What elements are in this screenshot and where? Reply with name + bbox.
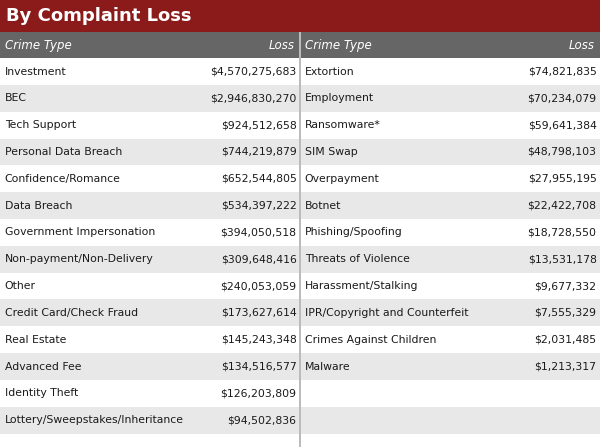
FancyBboxPatch shape (299, 32, 301, 447)
Text: $126,203,809: $126,203,809 (221, 388, 296, 398)
Text: IPR/Copyright and Counterfeit: IPR/Copyright and Counterfeit (305, 308, 469, 318)
Text: Government Impersonation: Government Impersonation (5, 228, 155, 237)
Text: Employment: Employment (305, 93, 374, 103)
FancyBboxPatch shape (300, 112, 600, 139)
Text: Ransomware*: Ransomware* (305, 120, 380, 130)
Text: Data Breach: Data Breach (5, 201, 72, 211)
FancyBboxPatch shape (0, 273, 300, 299)
Text: Non-payment/Non-Delivery: Non-payment/Non-Delivery (5, 254, 154, 264)
FancyBboxPatch shape (0, 85, 300, 112)
FancyBboxPatch shape (300, 273, 600, 299)
FancyBboxPatch shape (0, 246, 300, 273)
Text: $27,955,195: $27,955,195 (528, 174, 596, 184)
Text: Advanced Fee: Advanced Fee (5, 362, 82, 371)
Text: Botnet: Botnet (305, 201, 341, 211)
Text: By Complaint Loss: By Complaint Loss (6, 7, 191, 25)
Text: Other: Other (5, 281, 36, 291)
FancyBboxPatch shape (300, 246, 600, 273)
Text: $2,946,830,270: $2,946,830,270 (210, 93, 296, 103)
FancyBboxPatch shape (0, 0, 600, 32)
Text: $13,531,178: $13,531,178 (528, 254, 596, 264)
FancyBboxPatch shape (300, 326, 600, 353)
Text: $134,516,577: $134,516,577 (221, 362, 296, 371)
Text: Harassment/Stalking: Harassment/Stalking (305, 281, 418, 291)
Text: Overpayment: Overpayment (305, 174, 380, 184)
FancyBboxPatch shape (0, 32, 300, 58)
FancyBboxPatch shape (300, 139, 600, 165)
Text: $240,053,059: $240,053,059 (220, 281, 296, 291)
Text: $7,555,329: $7,555,329 (535, 308, 596, 318)
FancyBboxPatch shape (300, 219, 600, 246)
Text: $924,512,658: $924,512,658 (221, 120, 296, 130)
Text: $48,798,103: $48,798,103 (527, 147, 596, 157)
FancyBboxPatch shape (300, 58, 600, 85)
Text: $534,397,222: $534,397,222 (221, 201, 296, 211)
Text: Credit Card/Check Fraud: Credit Card/Check Fraud (5, 308, 138, 318)
FancyBboxPatch shape (0, 192, 300, 219)
FancyBboxPatch shape (300, 85, 600, 112)
FancyBboxPatch shape (0, 219, 300, 246)
Text: $9,677,332: $9,677,332 (535, 281, 596, 291)
FancyBboxPatch shape (0, 139, 300, 165)
Text: Loss: Loss (568, 38, 595, 52)
Text: Crime Type: Crime Type (5, 38, 71, 52)
FancyBboxPatch shape (300, 299, 600, 326)
Text: $309,648,416: $309,648,416 (221, 254, 296, 264)
Text: Loss: Loss (268, 38, 295, 52)
Text: Lottery/Sweepstakes/Inheritance: Lottery/Sweepstakes/Inheritance (5, 415, 184, 425)
Text: Threats of Violence: Threats of Violence (305, 254, 410, 264)
Text: Extortion: Extortion (305, 67, 355, 76)
Text: Real Estate: Real Estate (5, 335, 66, 345)
FancyBboxPatch shape (0, 380, 300, 407)
Text: $70,234,079: $70,234,079 (527, 93, 596, 103)
Text: SIM Swap: SIM Swap (305, 147, 358, 157)
Text: $4,570,275,683: $4,570,275,683 (211, 67, 296, 76)
Text: Investment: Investment (5, 67, 67, 76)
Text: Tech Support: Tech Support (5, 120, 76, 130)
FancyBboxPatch shape (300, 353, 600, 380)
Text: Crimes Against Children: Crimes Against Children (305, 335, 436, 345)
Text: $652,544,805: $652,544,805 (221, 174, 296, 184)
Text: $94,502,836: $94,502,836 (227, 415, 296, 425)
Text: $22,422,708: $22,422,708 (527, 201, 596, 211)
FancyBboxPatch shape (300, 192, 600, 219)
Text: $18,728,550: $18,728,550 (527, 228, 596, 237)
Text: Crime Type: Crime Type (305, 38, 371, 52)
Text: Malware: Malware (305, 362, 350, 371)
Text: $74,821,835: $74,821,835 (528, 67, 596, 76)
Text: Phishing/Spoofing: Phishing/Spoofing (305, 228, 403, 237)
Text: $173,627,614: $173,627,614 (221, 308, 296, 318)
FancyBboxPatch shape (300, 407, 600, 434)
FancyBboxPatch shape (0, 407, 300, 434)
Text: $145,243,348: $145,243,348 (221, 335, 296, 345)
Text: $59,641,384: $59,641,384 (528, 120, 596, 130)
FancyBboxPatch shape (0, 326, 300, 353)
Text: Personal Data Breach: Personal Data Breach (5, 147, 122, 157)
FancyBboxPatch shape (0, 112, 300, 139)
Text: $2,031,485: $2,031,485 (535, 335, 596, 345)
Text: Confidence/Romance: Confidence/Romance (5, 174, 121, 184)
Text: $744,219,879: $744,219,879 (221, 147, 296, 157)
Text: $394,050,518: $394,050,518 (221, 228, 296, 237)
Text: $1,213,317: $1,213,317 (535, 362, 596, 371)
FancyBboxPatch shape (0, 299, 300, 326)
Text: BEC: BEC (5, 93, 27, 103)
FancyBboxPatch shape (0, 165, 300, 192)
FancyBboxPatch shape (0, 58, 300, 85)
FancyBboxPatch shape (300, 32, 600, 58)
FancyBboxPatch shape (300, 165, 600, 192)
FancyBboxPatch shape (300, 380, 600, 407)
FancyBboxPatch shape (0, 353, 300, 380)
Text: Identity Theft: Identity Theft (5, 388, 78, 398)
